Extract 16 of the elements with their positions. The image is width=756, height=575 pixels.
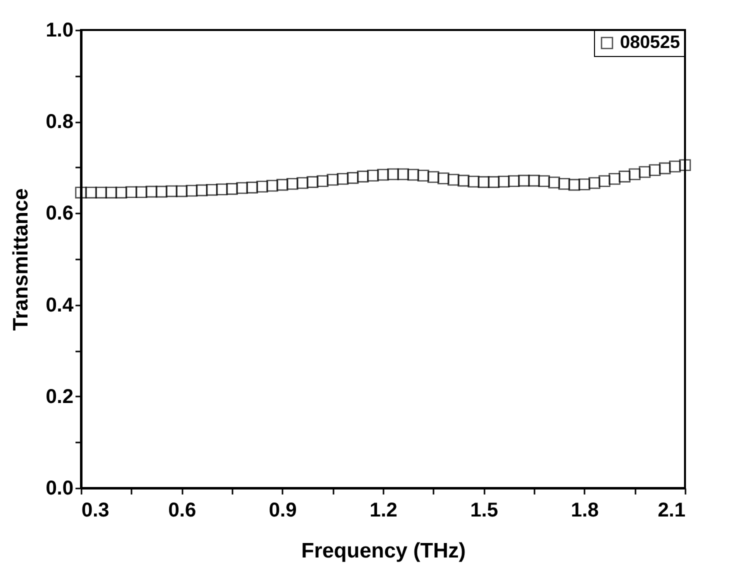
x-tick-label: 0.3 — [82, 500, 110, 522]
x-tick-label: 1.8 — [570, 500, 599, 522]
y-tick-label: 1.0 — [46, 20, 74, 42]
y-axis-title: Transmittance — [10, 188, 33, 331]
x-tick-label: 0.9 — [268, 500, 297, 522]
y-tick-label: 0.4 — [46, 294, 74, 316]
x-tick-label: 0.6 — [168, 500, 196, 522]
x-tick-label: 1.2 — [370, 500, 398, 522]
x-axis-title: Frequency (THz) — [301, 540, 466, 562]
legend-label: 080525 — [620, 32, 680, 52]
y-tick-label: 0.2 — [46, 386, 74, 408]
y-tick-label: 0.8 — [46, 111, 74, 134]
y-tick-label: 0.0 — [46, 478, 74, 500]
x-tick-label: 1.5 — [470, 500, 498, 522]
x-tick-label: 2.1 — [658, 500, 686, 522]
y-tick-label: 0.6 — [46, 202, 74, 225]
